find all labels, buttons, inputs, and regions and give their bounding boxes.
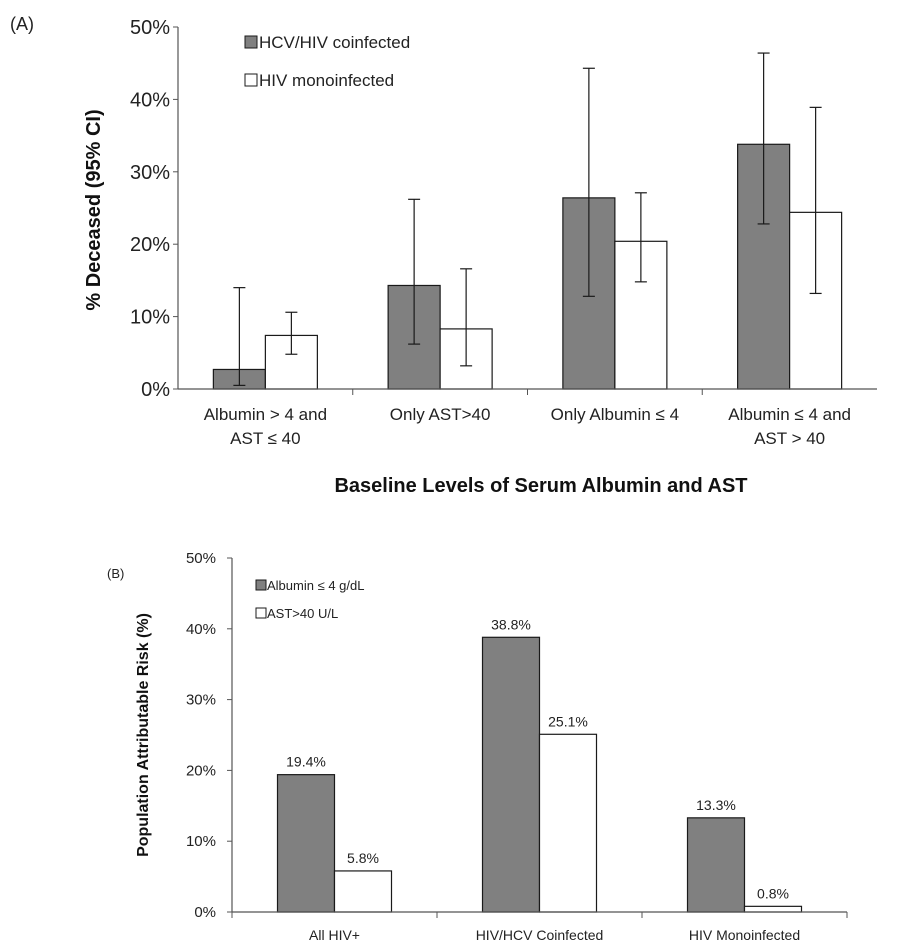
y-tick-label: 10% xyxy=(130,307,170,329)
x-category-label: HIV/HCV Coinfected xyxy=(476,927,604,943)
y-tick-label: 20% xyxy=(130,234,170,256)
panel-b-bars xyxy=(276,636,803,913)
legend-swatch-albumin xyxy=(255,579,267,591)
panel-b-data-labels: 19.4% 5.8% 38.8% 25.1% 13.3% 0.8% xyxy=(286,616,789,901)
y-tick-label: 50% xyxy=(130,17,170,39)
chart-panel-a: (A) % Deceased (95% CI) Baseline Levels … xyxy=(10,14,877,497)
legend-label-albumin: Albumin ≤ 4 g/dL xyxy=(267,578,364,593)
y-tick-label: 20% xyxy=(186,762,216,779)
chart-panel-b: (B) Population Attributable Risk (%) 0% 1… xyxy=(107,550,848,943)
data-label: 25.1% xyxy=(548,713,588,729)
data-label: 13.3% xyxy=(696,797,736,813)
x-category-label: Albumin ≤ 4 and xyxy=(728,405,851,424)
panel-a-y-ticks: 0% 10% 20% 30% 40% 50% xyxy=(130,17,178,401)
y-tick-label: 0% xyxy=(141,379,170,401)
x-category-label: Only AST>40 xyxy=(390,405,491,424)
legend-swatch-mono xyxy=(244,73,258,87)
y-tick-label: 30% xyxy=(130,162,170,184)
data-label: 19.4% xyxy=(286,754,326,770)
bar xyxy=(686,817,746,913)
y-tick-label: 10% xyxy=(186,833,216,850)
y-tick-label: 50% xyxy=(186,550,216,567)
bar xyxy=(481,636,541,913)
data-label: 0.8% xyxy=(757,885,789,901)
panel-a-label: (A) xyxy=(10,14,34,34)
x-category-label: AST > 40 xyxy=(754,429,825,448)
legend-label-mono: HIV monoinfected xyxy=(259,71,394,90)
panel-b-category-labels: All HIV+ HIV/HCV Coinfected HIV Monoinfect… xyxy=(309,927,800,943)
bar xyxy=(276,774,336,913)
panel-b-legend: Albumin ≤ 4 g/dL AST>40 U/L xyxy=(255,578,364,621)
legend-label-ast: AST>40 U/L xyxy=(267,606,338,621)
data-label: 5.8% xyxy=(347,850,379,866)
panel-a-x-axis-title: Baseline Levels of Serum Albumin and AST xyxy=(334,475,747,497)
panel-b-label: (B) xyxy=(107,566,124,581)
panel-b-y-axis-title: Population Attributable Risk (%) xyxy=(135,613,152,857)
bar xyxy=(333,870,393,913)
panel-a-legend: HCV/HIV coinfected HIV monoinfected xyxy=(244,33,410,90)
legend-swatch-coinfected xyxy=(244,35,258,49)
panel-a-axes xyxy=(177,27,877,395)
x-category-label: All HIV+ xyxy=(309,927,360,943)
y-tick-label: 30% xyxy=(186,692,216,709)
x-category-label: Only Albumin ≤ 4 xyxy=(551,405,679,424)
bar xyxy=(743,905,803,913)
y-tick-label: 40% xyxy=(186,621,216,638)
y-tick-label: 0% xyxy=(194,904,216,921)
x-category-label: HIV Monoinfected xyxy=(689,927,800,943)
panel-a-y-axis-title: % Deceased (95% CI) xyxy=(83,109,105,310)
data-label: 38.8% xyxy=(491,616,531,632)
panel-a-category-labels: Albumin > 4 and AST ≤ 40 Only AST>40 Only A… xyxy=(204,405,851,448)
panel-a-bars xyxy=(212,143,843,390)
x-category-label: AST ≤ 40 xyxy=(230,429,300,448)
y-tick-label: 40% xyxy=(130,89,170,111)
legend-label-coinfected: HCV/HIV coinfected xyxy=(259,33,410,52)
panel-a-error-bars xyxy=(233,52,822,386)
panel-b-y-ticks: 0% 10% 20% 30% 40% 50% xyxy=(186,550,232,921)
panel-b-axes xyxy=(231,558,848,918)
x-category-label: Albumin > 4 and xyxy=(204,405,327,424)
legend-swatch-ast xyxy=(255,607,267,619)
bar xyxy=(538,733,598,913)
